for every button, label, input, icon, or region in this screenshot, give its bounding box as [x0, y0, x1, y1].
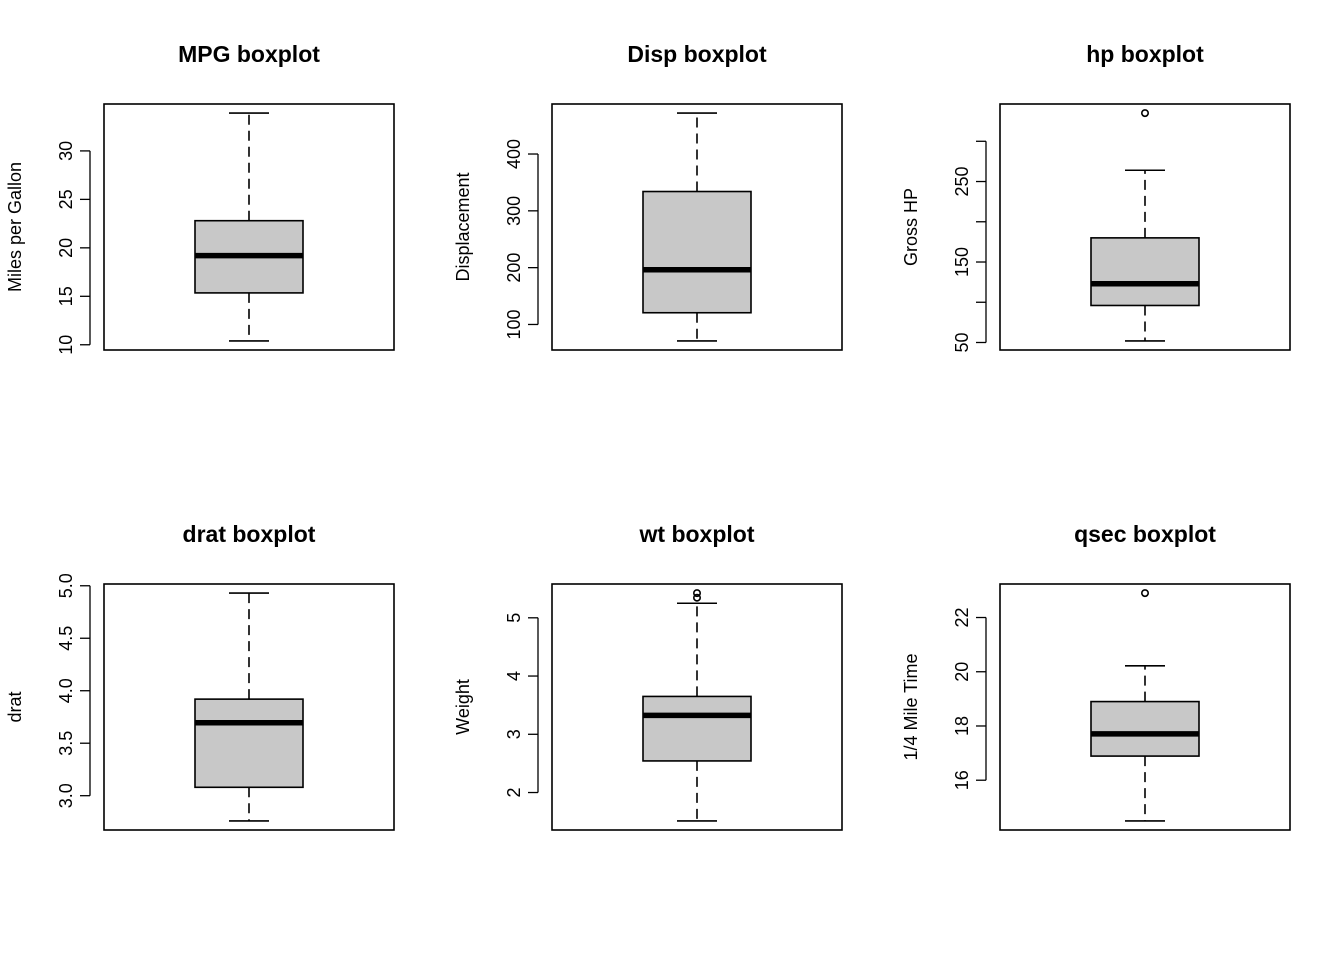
y-axis-label: Weight [453, 679, 473, 735]
y-axis-label: Gross HP [901, 188, 921, 266]
y-tick-label: 3.5 [56, 731, 76, 756]
y-tick-label: 20 [952, 662, 972, 682]
y-tick-label: 5.0 [56, 573, 76, 598]
boxplot-panel: drat boxplot 3.0 3.5 4.0 4.5 5.0 drat [5, 521, 395, 831]
y-tick-label: 3.0 [56, 783, 76, 808]
boxplot-panel: hp boxplot 50 150 250 Gross HP [901, 41, 1291, 353]
chart-title: wt boxplot [639, 521, 755, 547]
boxplot-panel: Disp boxplot 100 200 300 400 Displacement [453, 41, 843, 351]
y-axis-label: drat [5, 691, 25, 722]
y-axis-label: Displacement [453, 172, 473, 281]
plot-frame [551, 583, 843, 831]
plot-frame [103, 103, 395, 351]
y-tick-label: 4.5 [56, 626, 76, 651]
y-tick-label: 3 [504, 729, 524, 739]
y-tick-label: 20 [56, 238, 76, 258]
boxplot-panel: wt boxplot 2 3 4 5 Weight [453, 521, 843, 831]
chart-title: drat boxplot [183, 521, 316, 547]
y-tick-label: 300 [504, 196, 524, 226]
y-tick-label: 30 [56, 141, 76, 161]
y-axis-label: Miles per Gallon [5, 162, 25, 292]
outlier-point [692, 593, 701, 602]
y-tick-label: 200 [504, 253, 524, 283]
y-tick-label: 100 [504, 309, 524, 339]
y-axis-label: 1/4 Mile Time [901, 653, 921, 760]
y-tick-label: 22 [952, 608, 972, 628]
iqr-box [1090, 700, 1200, 757]
boxplot-panel: qsec boxplot 16 18 20 22 1/4 Mile Time [901, 521, 1291, 831]
y-tick-label: 16 [952, 770, 972, 790]
y-tick-label: 250 [952, 167, 972, 197]
chart-title: hp boxplot [1086, 41, 1204, 67]
iqr-box [1090, 237, 1200, 307]
outlier-point [1141, 109, 1150, 118]
iqr-box [642, 695, 752, 762]
outlier-point [1141, 589, 1150, 598]
y-tick-label: 400 [504, 139, 524, 169]
y-tick-label: 4 [504, 671, 524, 681]
iqr-box [642, 190, 752, 314]
y-tick-label: 25 [56, 189, 76, 209]
plot-frame [103, 583, 395, 831]
chart-title: Disp boxplot [627, 41, 767, 67]
boxplot-panel: MPG boxplot 10 15 20 25 30 Miles per Gallon [5, 41, 395, 355]
plot-frame [551, 103, 843, 351]
y-tick-label: 5 [504, 613, 524, 623]
y-tick-label: 10 [56, 335, 76, 355]
y-tick-label: 2 [504, 788, 524, 798]
y-tick-label: 150 [952, 247, 972, 277]
chart-title: MPG boxplot [178, 41, 320, 67]
plot-frame [999, 583, 1291, 831]
chart-title: qsec boxplot [1074, 521, 1216, 547]
y-tick-label: 15 [56, 286, 76, 306]
outlier-point [692, 589, 701, 598]
iqr-box [194, 698, 304, 789]
y-tick-label: 50 [952, 332, 972, 352]
plot-frame [999, 103, 1291, 351]
y-tick-label: 4.0 [56, 678, 76, 703]
y-tick-label: 18 [952, 716, 972, 736]
